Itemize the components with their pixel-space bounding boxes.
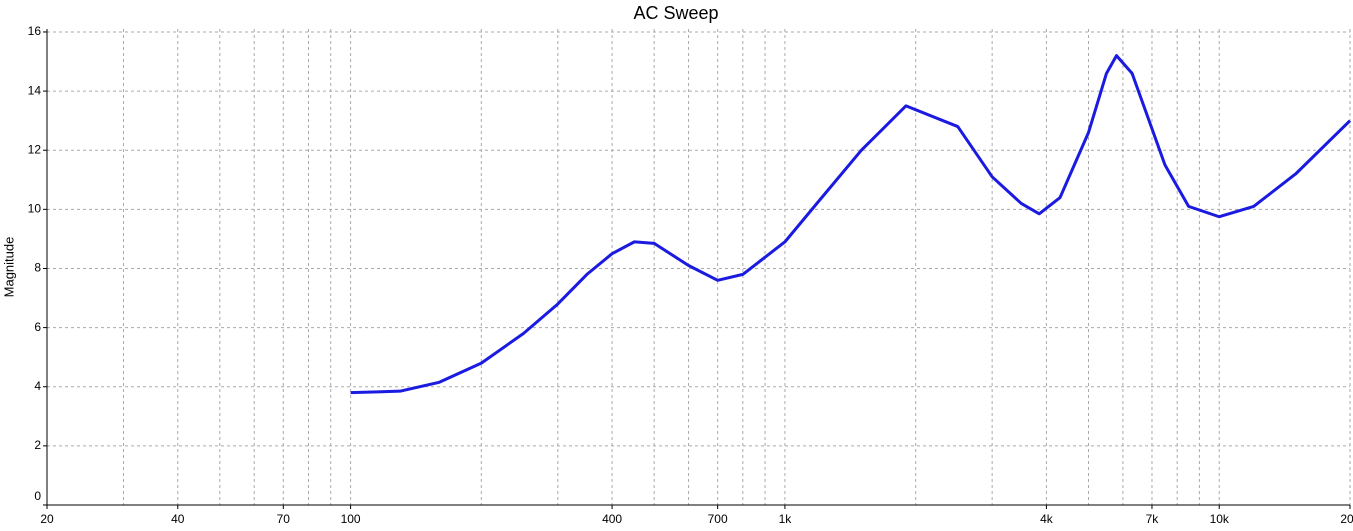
x-tick-label: 20k xyxy=(1340,512,1353,526)
x-tick-label: 700 xyxy=(708,512,728,526)
y-tick-label: 8 xyxy=(34,261,41,275)
x-tick-label: 20 xyxy=(40,512,54,526)
y-tick-label: 16 xyxy=(28,24,42,38)
x-tick-label: 70 xyxy=(277,512,291,526)
x-tick-label: 7k xyxy=(1146,512,1160,526)
y-tick-label: 6 xyxy=(34,320,41,334)
y-tick-label: 12 xyxy=(28,142,42,156)
x-tick-label: 1k xyxy=(779,512,793,526)
y-tick-label: 4 xyxy=(34,379,41,393)
x-tick-label: 100 xyxy=(341,512,361,526)
y-axis-label: Magnitude xyxy=(1,237,16,298)
y-tick-label: 0 xyxy=(34,489,41,503)
x-tick-label: 4k xyxy=(1040,512,1054,526)
y-tick-label: 10 xyxy=(28,202,42,216)
x-tick-label: 10k xyxy=(1210,512,1230,526)
chart-title: AC Sweep xyxy=(633,3,718,23)
data-line xyxy=(350,54,1352,395)
y-tick-label: 2 xyxy=(34,438,41,452)
x-tick-label: 400 xyxy=(602,512,622,526)
x-tick-label: 40 xyxy=(171,512,185,526)
y-tick-label: 14 xyxy=(28,83,42,97)
